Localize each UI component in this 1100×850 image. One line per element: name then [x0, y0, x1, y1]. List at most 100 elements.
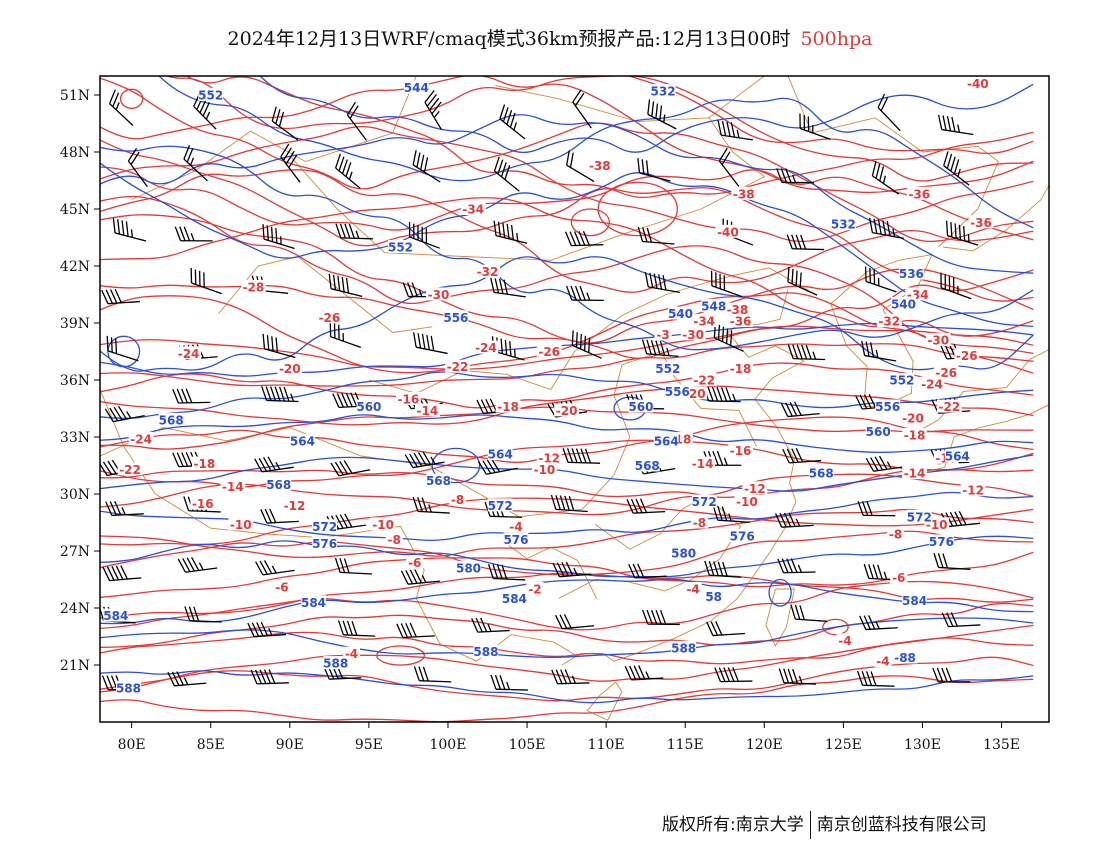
wind-barb [183, 144, 208, 182]
temperature-closed-contour [822, 618, 849, 636]
temperature-isotherm [100, 637, 1034, 693]
geopotential-label: 568 [809, 467, 834, 481]
wind-barb [255, 560, 295, 576]
temperature-label: -32 [477, 265, 499, 279]
geopotential-label: 588 [671, 641, 696, 655]
temperature-label-bg [654, 327, 672, 341]
geopotential-label: 576 [929, 535, 954, 549]
temperature-label-bg [690, 456, 716, 470]
wind-barb [334, 153, 361, 189]
geopotential-label: 552 [889, 374, 914, 388]
wind-barb [566, 150, 595, 183]
geopotential-label: 572 [312, 520, 337, 534]
geopotential-isoline [100, 371, 1034, 419]
wind-barb [106, 335, 139, 362]
temperature-label: -6 [892, 571, 905, 585]
geopotential-label: 540 [668, 307, 693, 321]
geopotential-label: 564 [290, 434, 315, 448]
geopotential-label-bg [503, 532, 529, 546]
geopotential-label-bg [426, 473, 451, 487]
geopotential-label: 552 [655, 362, 680, 376]
wind-barb [260, 508, 299, 524]
wind-barb [718, 147, 740, 187]
wind-barb [552, 561, 592, 578]
wind-barb [877, 93, 901, 132]
temperature-label-bg [415, 403, 440, 417]
wind-barb [564, 230, 604, 247]
wind-barb [408, 222, 440, 249]
geopotential-isoline [100, 145, 1034, 351]
temperature-label-bg [933, 365, 959, 379]
wind-barb [402, 282, 441, 298]
temperature-label-bg [277, 361, 303, 375]
temperature-label-bg [874, 654, 892, 668]
temperature-label: -30 [682, 328, 704, 342]
temperature-label: -18 [904, 429, 926, 443]
geopotential-label-bg [671, 545, 697, 559]
geopotential-label: 588 [116, 681, 141, 695]
temperature-label-bg [554, 403, 579, 417]
temperature-label-bg [536, 450, 562, 464]
lat-tick-label: 51N [60, 88, 90, 104]
geopotential-label-bg [705, 589, 723, 603]
geopotential-label-bg [898, 266, 924, 280]
wind-barb [328, 273, 363, 297]
temperature-closed-contour [597, 181, 678, 237]
temperature-label: -26 [935, 366, 957, 380]
temperature-isotherm [100, 362, 1034, 409]
wind-barb [704, 560, 742, 578]
temperature-isotherm [100, 530, 1034, 576]
wind-barb [329, 321, 362, 348]
temperature-label: -24 [921, 377, 943, 391]
temperature-isotherm [100, 572, 1034, 619]
wind-barb [262, 333, 296, 359]
geopotential-label: 556 [665, 385, 690, 399]
wind-barb [271, 106, 299, 141]
geopotential-label-bg [653, 433, 679, 447]
geopotential-label-bg [729, 528, 755, 542]
wind-barb [857, 501, 896, 517]
temperature-label-bg [406, 555, 424, 569]
temperature-label-bg [886, 526, 905, 540]
lat-tick-label: 21N [60, 658, 90, 674]
wind-barb [644, 271, 680, 294]
coastline-border [289, 85, 766, 261]
temperature-isotherm [100, 197, 1034, 337]
temperature-isotherm [165, 76, 1034, 182]
geopotential-label: 576 [503, 533, 528, 547]
temperature-label: -8 [889, 527, 902, 541]
temperature-label-bg [475, 264, 500, 278]
temperature-label: -34 [693, 315, 715, 329]
temperature-label: -24 [178, 347, 200, 361]
temperature-label: -18 [194, 457, 216, 471]
wind-barb [404, 451, 445, 469]
lat-tick-label: 42N [60, 259, 90, 275]
temperature-label: -22 [119, 463, 141, 477]
temperature-isotherm [100, 580, 1034, 631]
footer-divider [809, 811, 811, 839]
temperature-label-bg [715, 224, 741, 238]
temperature-label-bg [495, 399, 521, 413]
plot-area: -40-38-38 -36-34-36-40-32-28-30 -34-26 -34-… [100, 76, 1049, 722]
lon-tick-label: 90E [276, 737, 304, 753]
temperature-label-bg [241, 279, 266, 293]
wind-barb [172, 388, 211, 404]
geopotential-label: 560 [866, 425, 891, 439]
geopotential-label: 568 [426, 474, 451, 488]
temperature-label: -38 [727, 303, 749, 317]
temperature-label: -26 [318, 311, 340, 325]
wind-barb [413, 666, 452, 683]
wind-barb [624, 665, 664, 681]
wind-barb [262, 224, 295, 250]
wind-barb [628, 563, 667, 579]
temperature-label-bg [532, 462, 557, 476]
geopotential-label-bg [356, 399, 382, 413]
geopotential-label-bg [902, 593, 927, 607]
geopotential-label: 584 [502, 592, 527, 606]
temperature-label: -8 [451, 493, 464, 507]
wind-barb [869, 217, 904, 240]
temperature-label: -10 [230, 518, 252, 532]
coastline-border [927, 404, 1049, 472]
geopotential-isoline [259, 76, 1034, 154]
geopotential-label-bg [403, 80, 429, 94]
